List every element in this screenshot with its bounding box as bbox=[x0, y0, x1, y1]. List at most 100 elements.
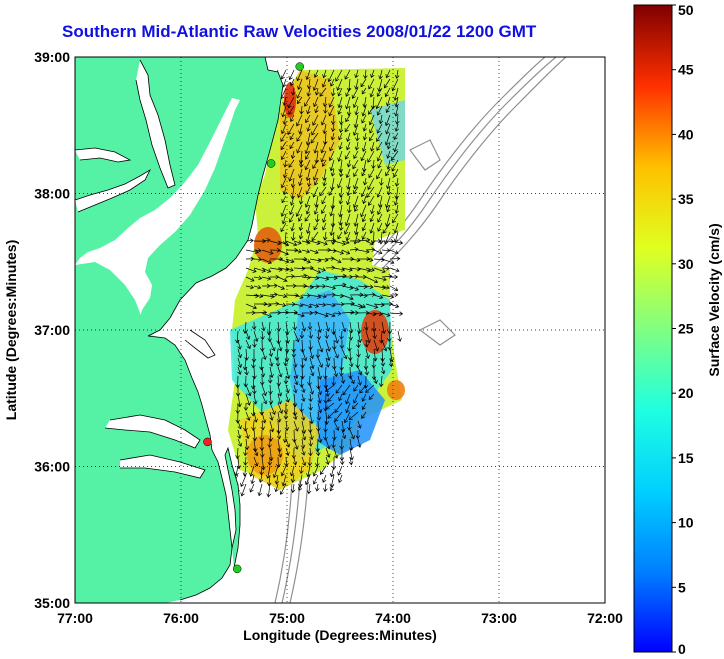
velocity-arrow bbox=[385, 213, 391, 227]
velocity-arrow bbox=[332, 429, 337, 441]
velocity-arrow bbox=[344, 123, 351, 133]
velocity-arrow bbox=[245, 267, 257, 273]
velocity-arrow bbox=[325, 456, 330, 465]
velocity-arrow bbox=[307, 456, 313, 467]
velocity-arrow bbox=[371, 231, 376, 244]
velocity-arrow bbox=[372, 330, 377, 340]
velocity-arrow bbox=[338, 222, 344, 231]
velocity-arrow bbox=[365, 267, 375, 272]
velocity-arrow bbox=[357, 267, 372, 273]
velocity-arrow bbox=[369, 222, 375, 234]
velocity-arrow bbox=[370, 141, 375, 152]
velocity-arrow bbox=[309, 429, 314, 441]
velocity-arrow bbox=[325, 339, 331, 352]
velocity-arrow bbox=[345, 87, 351, 97]
velocity-arrow bbox=[289, 195, 295, 206]
velocity-arrow bbox=[253, 248, 262, 253]
velocity-arrow bbox=[280, 141, 287, 151]
velocity-arrow bbox=[373, 294, 384, 300]
velocity-arrow bbox=[337, 177, 343, 189]
x-tick-label: 72:00 bbox=[587, 610, 623, 626]
velocity-arrow bbox=[277, 339, 283, 352]
velocity-arrow bbox=[368, 393, 375, 400]
velocity-arrow bbox=[301, 265, 314, 271]
velocity-arrow bbox=[330, 213, 336, 228]
velocity-arrow bbox=[386, 141, 392, 150]
velocity-arrow bbox=[260, 447, 265, 458]
velocity-arrow bbox=[373, 249, 383, 255]
velocity-arrow bbox=[337, 105, 343, 115]
velocity-arrow bbox=[305, 168, 311, 182]
velocity-arrow bbox=[387, 339, 393, 351]
velocity-arrow bbox=[325, 238, 337, 243]
velocity-arrow bbox=[391, 150, 399, 161]
velocity-arrow bbox=[240, 474, 247, 487]
velocity-arrow bbox=[327, 69, 335, 83]
velocity-arrow bbox=[237, 366, 242, 375]
velocity-arrow bbox=[301, 249, 311, 254]
velocity-arrow bbox=[265, 465, 271, 479]
velocity-arrow bbox=[309, 357, 315, 370]
velocity-arrow bbox=[322, 474, 327, 483]
velocity-arrow bbox=[301, 456, 307, 467]
velocity-arrow bbox=[361, 411, 367, 419]
velocity-arrow bbox=[365, 284, 374, 289]
velocity-arrow bbox=[283, 159, 288, 168]
velocity-arrow bbox=[367, 150, 375, 163]
velocity-arrow bbox=[368, 78, 375, 90]
velocity-arrow bbox=[309, 303, 320, 308]
y-tick-label: 35:00 bbox=[34, 595, 70, 611]
x-tick-label: 77:00 bbox=[57, 610, 93, 626]
velocity-arrow bbox=[260, 366, 266, 378]
velocity-arrow bbox=[234, 465, 239, 477]
velocity-arrow bbox=[251, 321, 257, 330]
velocity-arrow bbox=[357, 256, 371, 262]
velocity-arrow bbox=[361, 402, 367, 410]
velocity-arrow bbox=[389, 311, 404, 316]
velocity-arrow bbox=[280, 222, 287, 233]
velocity-arrow bbox=[289, 204, 295, 216]
velocity-arrow bbox=[354, 222, 359, 236]
velocity-arrow bbox=[261, 321, 266, 332]
velocity-arrow bbox=[348, 456, 354, 466]
velocity-arrow bbox=[317, 429, 323, 444]
velocity-arrow bbox=[288, 69, 295, 81]
velocity-arrow bbox=[301, 447, 306, 456]
velocity-arrow bbox=[342, 384, 351, 396]
velocity-arrow bbox=[393, 141, 399, 153]
velocity-arrow bbox=[365, 292, 376, 297]
velocity-arrow bbox=[282, 96, 287, 107]
velocity-arrow bbox=[353, 177, 359, 190]
velocity-arrow bbox=[393, 168, 399, 178]
velocity-arrow bbox=[253, 393, 258, 405]
velocity-arrow bbox=[293, 411, 298, 420]
velocity-arrow bbox=[322, 231, 328, 241]
colorbar-tick-label: 20 bbox=[678, 385, 694, 401]
velocity-arrow bbox=[293, 438, 299, 450]
velocity-arrow bbox=[312, 474, 319, 485]
velocity-arrow bbox=[397, 330, 402, 342]
velocity-arrow bbox=[341, 429, 347, 440]
velocity-arrow bbox=[298, 177, 303, 187]
velocity-arrow bbox=[330, 195, 336, 210]
velocity-arrow bbox=[347, 204, 352, 214]
velocity-arrow bbox=[287, 123, 295, 135]
velocity-arrow bbox=[368, 168, 375, 179]
velocity-arrow bbox=[364, 339, 369, 348]
velocity-arrow bbox=[296, 141, 303, 154]
velocity-arrow bbox=[365, 384, 375, 393]
velocity-arrow bbox=[361, 141, 367, 152]
velocity-arrow bbox=[353, 150, 359, 159]
velocity-arrow bbox=[384, 132, 391, 146]
velocity-arrow bbox=[329, 78, 335, 87]
velocity-arrow bbox=[315, 213, 320, 223]
velocity-arrow bbox=[235, 411, 241, 424]
velocity-arrow bbox=[325, 312, 336, 318]
velocity-arrow bbox=[290, 483, 296, 494]
velocity-arrow bbox=[268, 384, 273, 395]
velocity-arrow bbox=[356, 339, 361, 349]
velocity-arrow bbox=[283, 357, 288, 367]
velocity-arrow bbox=[290, 150, 296, 159]
velocity-arrow bbox=[385, 96, 391, 107]
velocity-arrow bbox=[329, 465, 335, 478]
